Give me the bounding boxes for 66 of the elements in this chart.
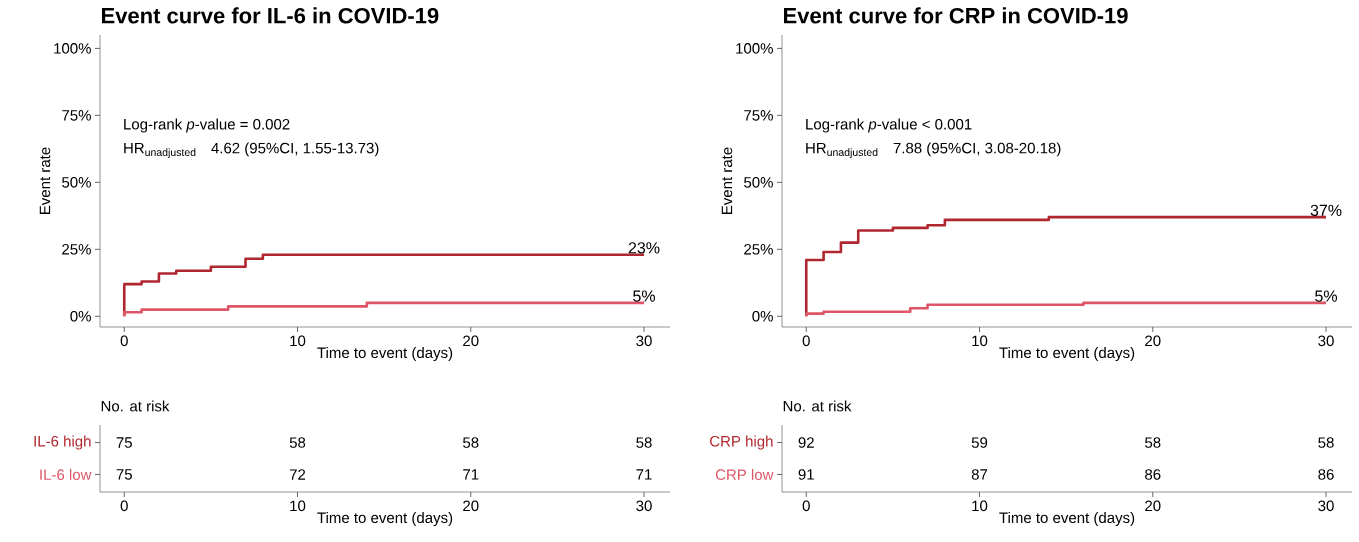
x-tick-label: 0 [120,335,128,347]
annotation: 7.88 (95%CI, 3.08-20.18) [893,142,1061,157]
x-tick-label: 30 [1318,500,1334,512]
x-axis-title: Time to event (days) [999,347,1135,361]
y-tick-label: CRP high [710,435,773,450]
annotation: $\mathrm{HR}_{\mathrm{unadjusted}}$ [124,142,196,159]
data-label: 86 [1145,469,1161,480]
x-tick-label: 10 [290,500,306,512]
y-tick-label: 75% [62,110,91,121]
annotation: $\mathrm{HR}_{\mathrm{unadjusted}}$ [806,142,878,159]
annotation: 4.62 (95%CI, 1.55-13.73) [211,142,379,157]
data-label: 58 [1145,437,1161,448]
x-tick-label: 20 [463,500,479,512]
data-label: 58 [289,437,306,448]
data-label: 75 [116,437,132,448]
data-label: 92 [798,437,814,448]
annotation: Log-rank p-value = 0.002 [124,118,290,133]
y-axis-title: Event rate [721,147,733,214]
x-tick-label: 10 [290,335,306,347]
data-label: 75 [116,469,132,480]
y-tick-label: 100% [736,43,773,54]
annotation: Log-rank p-value < 0.001 [806,118,972,133]
x-tick-label: 30 [636,335,652,347]
x-tick-label: 0 [802,335,810,347]
y-axis-title: Event rate [39,147,51,214]
y-tick-label: 50% [62,177,91,188]
x-tick-label: 30 [636,500,652,512]
x-tick-label: 20 [1145,335,1161,347]
data-label: 71 [636,469,652,480]
data-label: 58 [636,437,652,448]
chart-title: No. at risk [783,400,852,412]
data-label: 58 [463,437,479,448]
y-tick-label: 25% [62,244,91,255]
x-axis-title: Time to event (days) [317,512,453,526]
x-tick-label: 10 [972,500,988,512]
y-tick-label: 0% [70,310,91,322]
annotation: 23% [628,242,660,254]
x-axis-title: Time to event (days) [999,512,1135,526]
chart-title: Event curve for CRP in COVID-19 [784,7,1128,24]
y-tick-label: IL-6 high [34,435,91,450]
annotation: 5% [633,290,656,302]
x-tick-label: 20 [463,335,479,347]
annotation: 5% [1315,290,1338,302]
y-tick-label: 100% [54,43,91,54]
x-tick-label: 20 [1145,500,1161,512]
y-tick-label: IL-6 low [40,468,92,480]
chart-title: Event curve for IL-6 in COVID-19 [102,7,439,24]
data-label: 86 [1318,469,1334,480]
y-tick-label: 0% [752,310,773,322]
data-label: 87 [971,469,988,480]
y-tick-label: 50% [744,177,773,188]
data-label: 91 [798,469,814,480]
y-tick-label: CRP low [715,468,774,480]
x-tick-label: 30 [1318,335,1334,347]
x-tick-label: 10 [972,335,988,347]
data-label: 59 [971,437,988,448]
chart-title: No. at risk [101,400,170,412]
x-tick-label: 0 [120,500,128,512]
data-label: 71 [463,469,479,480]
y-tick-label: 25% [744,244,773,255]
x-tick-label: 0 [802,500,810,512]
annotation: 37% [1310,204,1342,216]
y-tick-label: 75% [744,110,773,121]
x-axis-title: Time to event (days) [317,347,453,361]
data-label: 72 [289,469,306,480]
data-label: 58 [1318,437,1334,448]
